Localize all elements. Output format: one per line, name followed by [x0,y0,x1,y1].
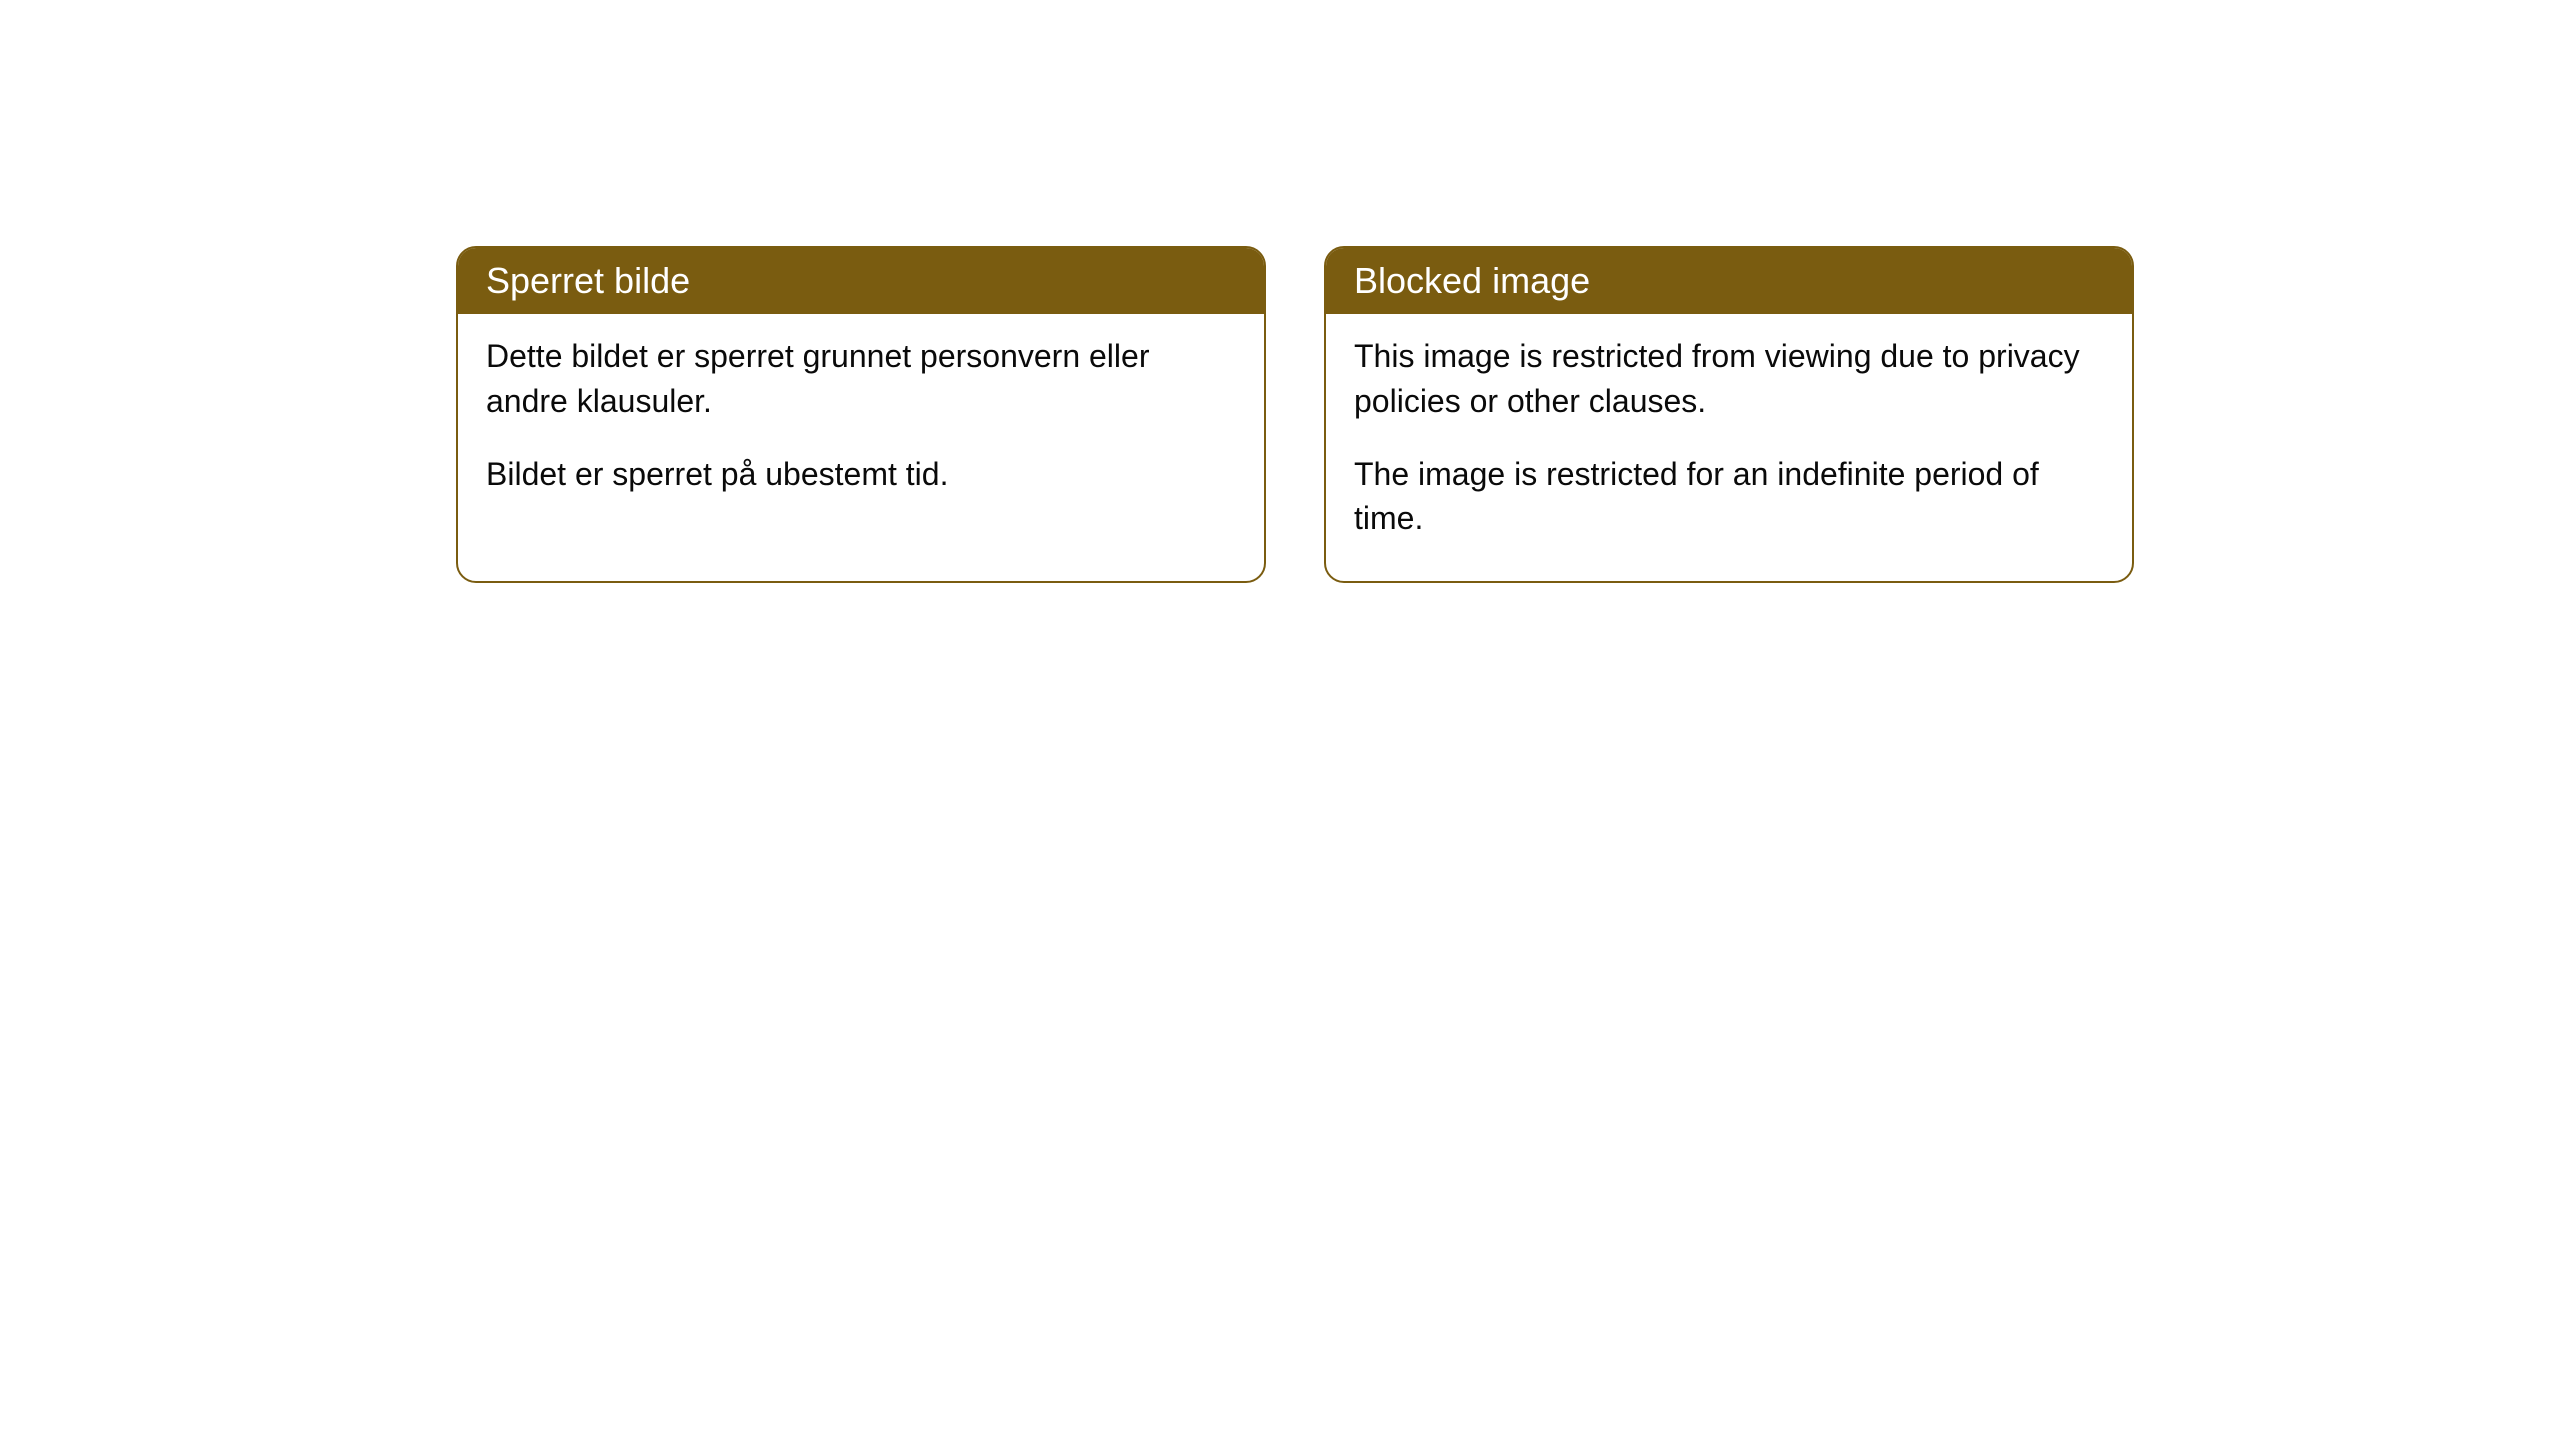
blocked-image-card-english: Blocked image This image is restricted f… [1324,246,2134,583]
card-text-english-p2: The image is restricted for an indefinit… [1354,452,2104,542]
card-text-norwegian-p1: Dette bildet er sperret grunnet personve… [486,334,1236,424]
card-text-norwegian-p2: Bildet er sperret på ubestemt tid. [486,452,1236,497]
blocked-image-card-norwegian: Sperret bilde Dette bildet er sperret gr… [456,246,1266,583]
card-text-english-p1: This image is restricted from viewing du… [1354,334,2104,424]
blocked-image-cards-container: Sperret bilde Dette bildet er sperret gr… [456,246,2134,583]
card-header-english: Blocked image [1326,248,2132,314]
card-body-english: This image is restricted from viewing du… [1326,314,2132,581]
card-header-norwegian: Sperret bilde [458,248,1264,314]
card-body-norwegian: Dette bildet er sperret grunnet personve… [458,314,1264,536]
